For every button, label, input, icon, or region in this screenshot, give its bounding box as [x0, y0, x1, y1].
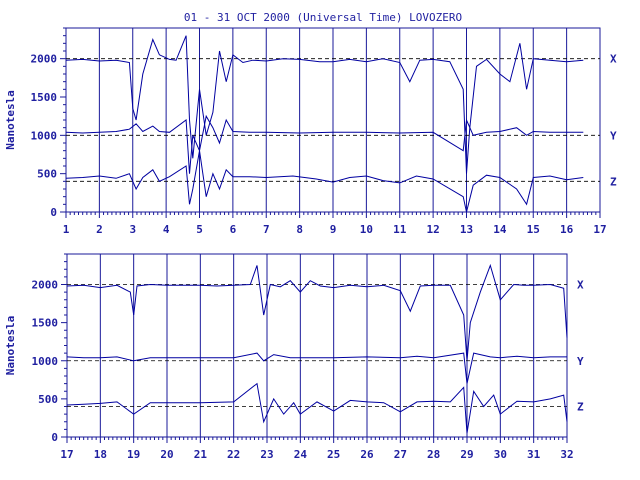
panel-bottom: 17 18 19 20 21 22 23 24 25 26 27 28 29 30 31 32 0 500 1000… [4, 253, 584, 461]
x-tick-label: 9 [330, 223, 337, 236]
x-tick-label: 24 [294, 448, 308, 461]
x-tick-label: 16 [560, 223, 574, 236]
x-tick-label: 25 [327, 448, 340, 461]
y-tick-label: 2000 [31, 53, 58, 66]
x-tick-label: 30 [494, 448, 507, 461]
series-line-z [65, 150, 584, 213]
y-tick-label: 1000 [31, 129, 58, 142]
x-tick-label: 20 [160, 448, 173, 461]
x-tick-label: 2 [96, 223, 103, 236]
x-tick-label: 17 [593, 223, 606, 236]
y-axis-title: Nanotesla [4, 316, 17, 376]
y-tick-label: 2000 [32, 279, 59, 292]
x-tick-label: 17 [60, 448, 73, 461]
x-tick-label: 22 [227, 448, 240, 461]
x-tick-label: 21 [194, 448, 208, 461]
y-tick-label: 0 [51, 431, 58, 444]
panel-top: 1 2 3 4 5 6 7 8 9 10 11 12 13 14 15 16 17050010001500200… [4, 27, 617, 236]
x-tick-label: 4 [163, 223, 170, 236]
plot-frame [66, 253, 568, 438]
chart-title: 01 - 31 OCT 2000 (Universal Time) LOVOZE… [184, 11, 462, 24]
x-tick-label: 8 [296, 223, 303, 236]
x-tick-label: 23 [260, 448, 273, 461]
x-tick-label: 6 [230, 223, 237, 236]
y-tick-label: 500 [37, 168, 57, 181]
series-label-y: Y [610, 129, 617, 142]
x-tick-label: 27 [394, 448, 407, 461]
y-tick-label: 1000 [32, 355, 59, 368]
y-tick-label: 500 [38, 393, 58, 406]
x-tick-label: 1 [63, 223, 70, 236]
x-tick-label: 7 [263, 223, 270, 236]
x-tick-label: 28 [427, 448, 440, 461]
x-tick-label: 29 [460, 448, 473, 461]
series-label-y: Y [577, 355, 584, 368]
x-tick-label: 11 [393, 223, 407, 236]
y-tick-label: 1500 [32, 317, 59, 330]
series-label-z: Z [577, 401, 584, 414]
y-axis-title: Nanotesla [4, 90, 17, 150]
y-tick-label: 0 [50, 206, 57, 219]
x-tick-label: 18 [94, 448, 107, 461]
x-tick-label: 19 [127, 448, 140, 461]
x-tick-label: 32 [560, 448, 573, 461]
x-tick-label: 12 [427, 223, 440, 236]
x-tick-label: 5 [196, 223, 203, 236]
series-label-x: X [610, 53, 617, 66]
x-tick-label: 15 [527, 223, 540, 236]
x-tick-label: 14 [493, 223, 507, 236]
series-line-y [66, 352, 567, 384]
x-tick-label: 13 [460, 223, 473, 236]
series-label-z: Z [610, 175, 617, 188]
series-label-x: X [577, 279, 584, 292]
series-line-x [65, 35, 584, 174]
x-tick-label: 31 [527, 448, 541, 461]
x-tick-label: 26 [360, 448, 374, 461]
series-line-x [66, 263, 568, 361]
series-line-y [65, 114, 584, 174]
x-tick-label: 3 [129, 223, 136, 236]
series-line-z [66, 382, 568, 434]
y-tick-label: 1500 [31, 91, 58, 104]
x-tick-label: 10 [360, 223, 373, 236]
